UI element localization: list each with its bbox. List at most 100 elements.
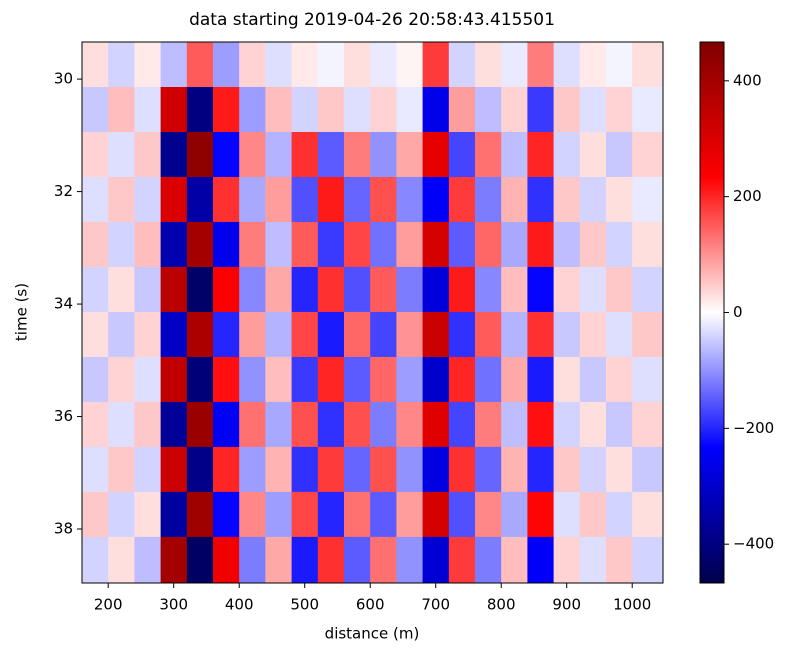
heatmap-cell [239,491,266,538]
heatmap-cell [265,311,293,358]
heatmap-cell [501,491,528,538]
heatmap-cell [606,401,633,448]
chart-title: data starting 2019-04-26 20:58:43.415501 [189,10,555,30]
heatmap-cell [396,86,424,133]
heatmap-cell [134,356,162,403]
heatmap-cell [475,536,502,583]
heatmap-cell [553,311,581,358]
heatmap-cell [317,401,345,448]
heatmap-cell [370,42,397,88]
heatmap-cell [606,176,633,223]
heatmap-cell [553,446,581,493]
heatmap-cell [213,356,240,403]
heatmap-cell [579,536,607,583]
heatmap-cell [501,266,528,313]
heatmap-cell [553,42,581,88]
heatmap-cell [396,401,424,448]
heatmap-cell [160,311,188,358]
heatmap-cell [134,491,162,538]
x-tick-label: 500 [290,596,319,614]
heatmap-cell [606,42,633,88]
heatmap-cell [396,536,424,583]
heatmap-cell [82,356,109,403]
heatmap-cell [527,311,555,358]
colorbar-tick-label: 200 [733,187,762,205]
heatmap-cell [160,536,188,583]
heatmap-cell [501,356,528,403]
heatmap-cell [344,536,371,583]
heatmap-cell [606,131,633,178]
heatmap-cell [186,176,214,223]
heatmap-cell [239,131,266,178]
heatmap-cell [527,131,555,178]
y-tick-label: 36 [54,407,73,425]
heatmap-cell [160,356,188,403]
heatmap-cell [448,401,476,448]
heatmap-cell [579,176,607,223]
heatmap-cell [344,446,371,493]
heatmap-cell [213,42,240,88]
heatmap-cell [553,131,581,178]
heatmap-cell [82,401,109,448]
colorbar-tick-label: −400 [733,535,774,553]
colorbar [699,41,725,584]
heatmap-cell [370,356,397,403]
heatmap-cell [475,176,502,223]
heatmap-cell [579,221,607,268]
heatmap-cell [422,356,450,403]
y-tick-label: 32 [54,182,73,200]
heatmap-cell [317,131,345,178]
heatmap-cell [396,356,424,403]
heatmap-cell [213,221,240,268]
heatmap-cell [553,401,581,448]
x-tick-label: 600 [356,596,385,614]
heatmap-cell [632,86,663,133]
heatmap-cell [291,446,319,493]
heatmap-cell [396,446,424,493]
heatmap-cell [344,311,371,358]
heatmap-cell [291,401,319,448]
heatmap-cell [317,356,345,403]
heatmap-cell [632,356,663,403]
heatmap-cell [396,311,424,358]
heatmap-cell [396,42,424,88]
heatmap-cell [448,491,476,538]
heatmap-cell [186,86,214,133]
heatmap-cell [291,266,319,313]
heatmap-cell [579,42,607,88]
heatmap-cell [579,131,607,178]
heatmap-cell [422,42,450,88]
heatmap-cell [501,131,528,178]
heatmap-cell [501,221,528,268]
heatmap-cell [265,221,293,268]
heatmap-cell [344,221,371,268]
heatmap-cell [344,42,371,88]
y-tick-label: 30 [54,70,73,88]
heatmap-cell [606,311,633,358]
heatmap-cell [501,311,528,358]
heatmap-cell [475,356,502,403]
heatmap-cell [239,176,266,223]
heatmap-cell [527,176,555,223]
heatmap-cell [632,42,663,88]
heatmap-cell [160,221,188,268]
heatmap-cell [501,42,528,88]
heatmap-cell [186,266,214,313]
heatmap-cell [291,311,319,358]
heatmap-cell [108,86,135,133]
heatmap-cell [317,446,345,493]
heatmap-cell [213,311,240,358]
heatmap-cell [475,446,502,493]
heatmap-cell [317,176,345,223]
colorbar-tick-label: −200 [733,419,774,437]
heatmap-cell [501,86,528,133]
heatmap-cell [239,446,266,493]
heatmap-cell [553,536,581,583]
heatmap-cell [82,86,109,133]
heatmap-cell [160,401,188,448]
heatmap-cell [448,266,476,313]
heatmap-cell [82,536,109,583]
heatmap-cell [134,176,162,223]
heatmap-cell [317,536,345,583]
